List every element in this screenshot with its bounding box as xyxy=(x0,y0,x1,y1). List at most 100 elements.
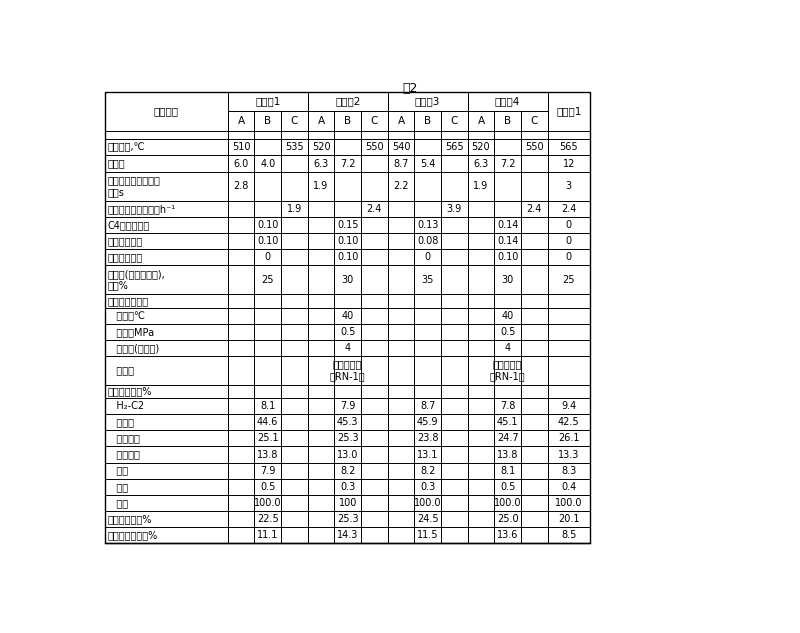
Text: 7.2: 7.2 xyxy=(500,158,515,168)
Text: 0.13: 0.13 xyxy=(417,220,438,230)
Text: 8.7: 8.7 xyxy=(394,158,409,168)
Text: B: B xyxy=(424,116,431,126)
Text: 8.2: 8.2 xyxy=(420,466,435,475)
Text: 对比例1: 对比例1 xyxy=(556,106,582,116)
Text: B: B xyxy=(264,116,271,126)
Text: 0.14: 0.14 xyxy=(497,220,518,230)
Text: 7.9: 7.9 xyxy=(340,401,355,411)
Text: 26.1: 26.1 xyxy=(558,434,579,444)
Text: 30: 30 xyxy=(342,275,354,285)
Text: 8.5: 8.5 xyxy=(561,530,577,540)
Text: 25.1: 25.1 xyxy=(257,434,278,444)
Text: C: C xyxy=(450,116,458,126)
Text: 催化剂: 催化剂 xyxy=(107,365,134,375)
Text: 25: 25 xyxy=(562,275,575,285)
Text: 液化气: 液化气 xyxy=(107,417,134,427)
Text: 13.6: 13.6 xyxy=(497,530,518,540)
Text: 剂油比: 剂油比 xyxy=(107,158,125,168)
Text: 12: 12 xyxy=(562,158,575,168)
Text: 0.5: 0.5 xyxy=(260,482,275,492)
Text: 8.2: 8.2 xyxy=(340,466,355,475)
Text: 540: 540 xyxy=(392,142,410,153)
Text: 镍基催化剂
（RN-1）: 镍基催化剂 （RN-1） xyxy=(330,360,366,381)
Text: 4.0: 4.0 xyxy=(260,158,275,168)
Text: 0.10: 0.10 xyxy=(337,236,358,246)
Text: 40: 40 xyxy=(342,311,354,321)
Text: A: A xyxy=(318,116,325,126)
Text: 25.0: 25.0 xyxy=(497,514,518,524)
Text: 注水量(占新鲜原料),
重量%: 注水量(占新鲜原料), 重量% xyxy=(107,269,165,291)
Text: 实施例3: 实施例3 xyxy=(415,96,440,106)
Text: 25.3: 25.3 xyxy=(337,514,358,524)
Text: 氢油比(体积比): 氢油比(体积比) xyxy=(107,343,160,353)
Text: 裂解轻油: 裂解轻油 xyxy=(107,449,140,460)
Text: 20.1: 20.1 xyxy=(558,514,579,524)
Text: 6.3: 6.3 xyxy=(474,158,489,168)
Text: 5.4: 5.4 xyxy=(420,158,435,168)
Text: H₂-C2: H₂-C2 xyxy=(107,401,145,411)
Text: 100.0: 100.0 xyxy=(494,498,522,508)
Text: 选择性加氢条件: 选择性加氢条件 xyxy=(107,296,149,306)
Text: 44.6: 44.6 xyxy=(257,417,278,427)
Text: 0.10: 0.10 xyxy=(497,252,518,262)
Text: 实施例4: 实施例4 xyxy=(495,96,520,106)
Text: 0.5: 0.5 xyxy=(340,327,355,337)
Text: 2.4: 2.4 xyxy=(526,204,542,214)
Text: 13.0: 13.0 xyxy=(337,449,358,460)
Text: 45.9: 45.9 xyxy=(417,417,438,427)
Text: C: C xyxy=(530,116,538,126)
Text: 45.3: 45.3 xyxy=(337,417,358,427)
Text: A: A xyxy=(478,116,485,126)
Text: 550: 550 xyxy=(525,142,544,153)
Text: 0: 0 xyxy=(566,236,572,246)
Text: 13.3: 13.3 xyxy=(558,449,579,460)
Text: 565: 565 xyxy=(559,142,578,153)
Text: 42.5: 42.5 xyxy=(558,417,579,427)
Text: 轻芳烃产率，重%: 轻芳烃产率，重% xyxy=(107,530,158,540)
Text: 0.5: 0.5 xyxy=(500,482,515,492)
Text: 裂解汽油: 裂解汽油 xyxy=(107,434,140,444)
Text: 30: 30 xyxy=(502,275,514,285)
Text: 1.9: 1.9 xyxy=(314,181,329,191)
Text: 温度，℃: 温度，℃ xyxy=(107,311,146,321)
Text: 6.3: 6.3 xyxy=(314,158,329,168)
Text: 轻汽油回炼比: 轻汽油回炼比 xyxy=(107,236,142,246)
Text: 100: 100 xyxy=(338,498,357,508)
Text: B: B xyxy=(504,116,511,126)
Text: 0: 0 xyxy=(265,252,270,262)
Text: 物料平衡，重%: 物料平衡，重% xyxy=(107,386,152,396)
Text: 0.3: 0.3 xyxy=(340,482,355,492)
Text: 8.3: 8.3 xyxy=(561,466,576,475)
Text: 0.5: 0.5 xyxy=(500,327,515,337)
Text: 0.10: 0.10 xyxy=(337,252,358,262)
Text: 4: 4 xyxy=(345,343,350,353)
Text: C: C xyxy=(370,116,378,126)
Text: 35: 35 xyxy=(422,275,434,285)
Text: 0.10: 0.10 xyxy=(257,236,278,246)
Text: 表2: 表2 xyxy=(402,82,418,95)
Text: 重汽油回炼比: 重汽油回炼比 xyxy=(107,252,142,262)
Text: 1.9: 1.9 xyxy=(474,181,489,191)
Text: 镍基催化剂
（RN-1）: 镍基催化剂 （RN-1） xyxy=(490,360,526,381)
Text: 11.5: 11.5 xyxy=(417,530,438,540)
Text: 100.0: 100.0 xyxy=(555,498,582,508)
Text: 0: 0 xyxy=(566,220,572,230)
Text: 提升管反应器反应时
间，s: 提升管反应器反应时 间，s xyxy=(107,175,160,197)
Text: 520: 520 xyxy=(472,142,490,153)
Text: 损失: 损失 xyxy=(107,482,129,492)
Text: 7.8: 7.8 xyxy=(500,401,515,411)
Text: 7.9: 7.9 xyxy=(260,466,275,475)
Bar xyxy=(105,92,590,543)
Text: 6.0: 6.0 xyxy=(234,158,249,168)
Text: C: C xyxy=(290,116,298,126)
Text: 8.1: 8.1 xyxy=(500,466,515,475)
Text: 100.0: 100.0 xyxy=(254,498,282,508)
Text: 22.5: 22.5 xyxy=(257,514,278,524)
Text: 2.8: 2.8 xyxy=(234,181,249,191)
Text: 设备编号: 设备编号 xyxy=(154,106,179,116)
Text: 总计: 总计 xyxy=(107,498,129,508)
Text: 25: 25 xyxy=(262,275,274,285)
Text: 3: 3 xyxy=(566,181,572,191)
Text: 13.1: 13.1 xyxy=(417,449,438,460)
Text: 压力，MPa: 压力，MPa xyxy=(107,327,154,337)
